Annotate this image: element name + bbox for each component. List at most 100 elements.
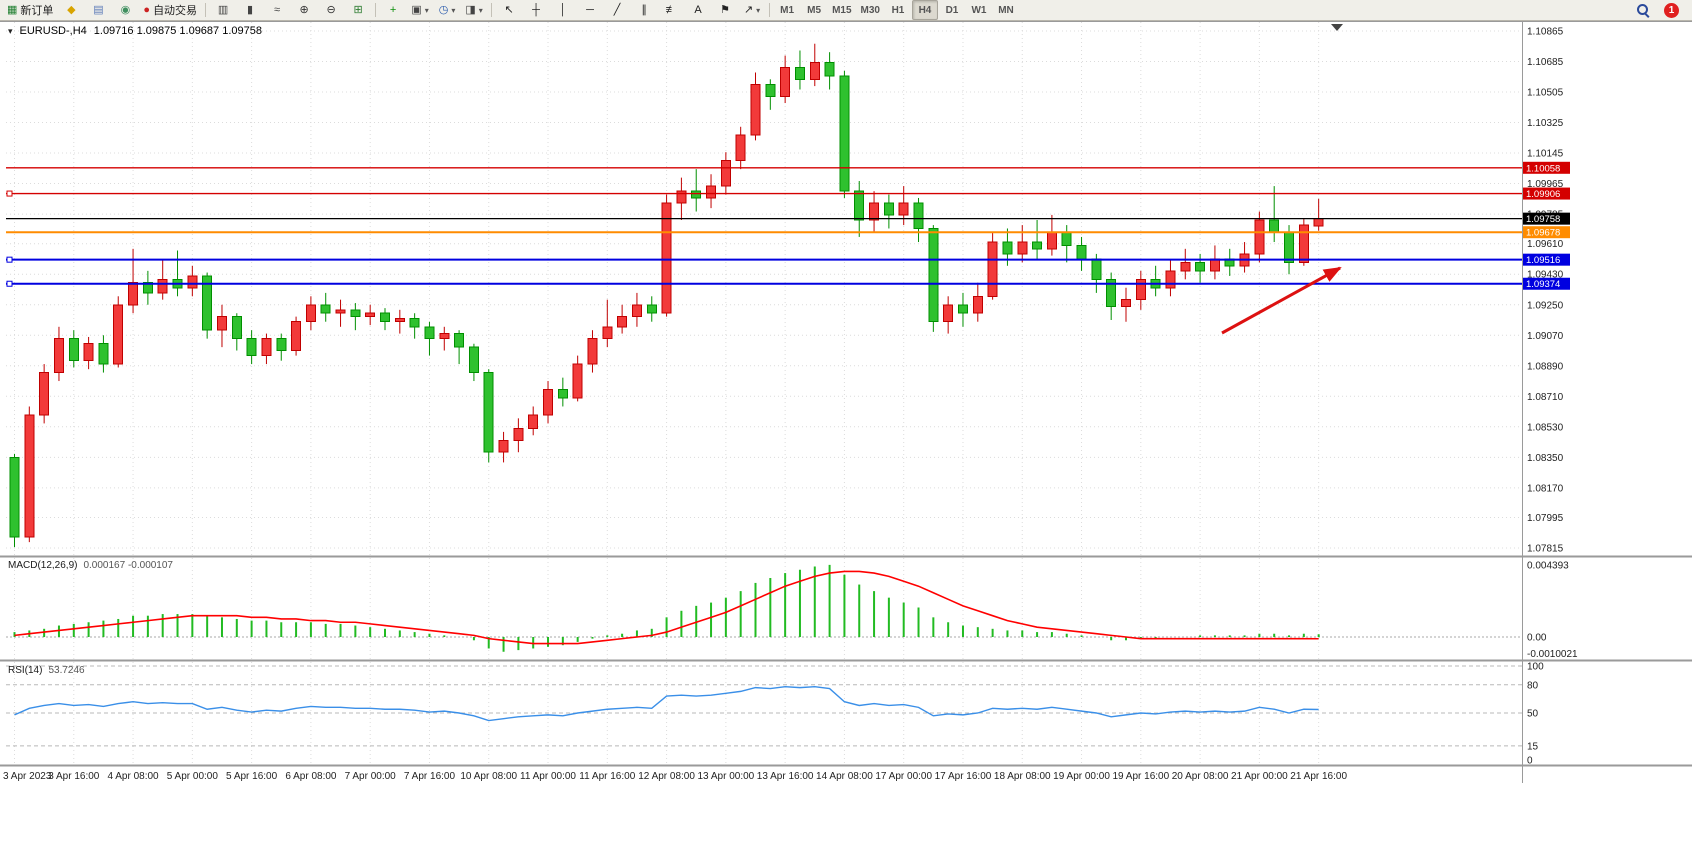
price-axis-label: 1.08710 [1527,392,1564,403]
metaeditor-button[interactable]: ◆ [58,0,84,20]
candlestick-chart-button[interactable]: ▮ [237,0,263,20]
trendline-button[interactable]: ╱ [604,0,630,20]
timeframe-m5-button[interactable]: M5 [801,0,827,20]
main-toolbar: ▦ 新订单 ◆ ▤ ◉ ● 自动交易 ▥ ▮ ≈ ⊕ ⊖ ⊞ + ▣ ▾ ◷ ▾ ◨ ▾ ↖ ┼ │ ─ ╱ ∥ ≢ A ⚑ ↗ ▾ M1 M5… [0,0,1692,21]
candle-up [305,304,316,323]
timeframe-w1-button[interactable]: W1 [966,0,992,20]
time-axis-label: 17 Apr 16:00 [935,771,992,782]
price-tag-label: 1.10058 [1526,163,1560,174]
navigator-icon: ◉ [120,3,131,16]
timeframe-d1-button[interactable]: D1 [939,0,965,20]
fibonacci-button[interactable]: ≢ [658,0,684,20]
toolbar-separator [769,3,771,17]
rsi-value: 53.7246 [48,665,85,676]
tile-windows-icon: ⊞ [353,3,363,16]
price-axis-label: 1.10325 [1527,118,1564,129]
text-button[interactable]: A [685,0,711,20]
candle-up [720,160,731,187]
chart-ohlc: 1.09716 1.09875 1.09687 1.09758 [93,25,262,37]
candle-up [335,309,346,314]
zoom-out-button[interactable]: ⊖ [318,0,344,20]
time-axis-label: 7 Apr 00:00 [345,771,397,782]
candle-up [1135,278,1146,301]
price-axis-label: 1.10145 [1527,149,1564,160]
price-axis-label: 1.09610 [1527,239,1564,250]
chart-caret-icon[interactable]: ▾ [8,25,13,36]
price-tag [1523,226,1570,239]
candle-up [24,414,35,538]
add-indicator-icon: + [389,3,397,16]
candle-up [1180,261,1191,272]
period-dropdown[interactable]: ◷ ▾ [434,0,460,20]
line-chart-icon: ≈ [274,3,281,16]
line-handle[interactable] [6,280,13,287]
rsi-axis-label: 80 [1527,680,1539,691]
time-axis-label: 7 Apr 16:00 [404,771,456,782]
horizontal-line-button[interactable]: ─ [577,0,603,20]
navigator-button[interactable]: ◉ [112,0,138,20]
chart-shift-marker[interactable] [1331,24,1343,31]
cursor-button[interactable]: ↖ [496,0,522,20]
line-handle[interactable] [6,190,13,197]
candle-up [528,414,539,430]
candle-up [53,338,64,374]
search-button[interactable] [1630,0,1656,20]
new-chart-dropdown[interactable]: ▣ ▾ [407,0,433,20]
timeframe-m1-button[interactable]: M1 [774,0,800,20]
candle-up [587,338,598,365]
candle-down [320,304,331,314]
candle-up [1313,218,1324,227]
price-tag [1523,212,1570,225]
trend-arrow-object[interactable] [1221,266,1342,335]
candle-down [765,83,776,97]
zoom-in-button[interactable]: ⊕ [291,0,317,20]
vertical-line-button[interactable]: │ [550,0,576,20]
candle-down [1076,244,1087,260]
candle-up [972,295,983,314]
candle-down [380,312,390,323]
line-handle[interactable] [6,256,13,263]
new-order-button[interactable]: ▦ 新订单 [3,0,57,20]
tile-windows-button[interactable]: ⊞ [345,0,371,20]
time-axis-label: 21 Apr 00:00 [1231,771,1288,782]
candle-down [98,343,109,365]
timeframe-mn-button-label: MN [998,4,1014,16]
notification-badge[interactable]: 1 [1664,2,1679,18]
time-axis-label: 6 Apr 08:00 [285,771,337,782]
price-tag-label: 1.09906 [1526,189,1560,200]
arrows-dropdown[interactable]: ↗ ▾ [739,0,765,20]
timeframe-h1-button[interactable]: H1 [885,0,911,20]
candle-down [1032,241,1043,250]
timeframe-m15-button[interactable]: M15 [828,0,855,20]
candle-up [676,190,687,204]
timeframe-h4-button[interactable]: H4 [911,0,938,20]
indicators-button[interactable]: + [380,0,406,20]
time-axis-label: 19 Apr 00:00 [1053,771,1110,782]
candle-down [409,317,420,328]
channel-button[interactable]: ∥ [631,0,657,20]
label-button[interactable]: ⚑ [712,0,738,20]
candle-up [365,312,376,318]
candle-down [928,227,939,323]
time-axis-label: 17 Apr 00:00 [875,771,932,782]
candle-up [750,83,761,136]
dropdown-caret-icon: ▾ [756,5,761,15]
candle-up [1046,231,1057,250]
timeframe-m5-button-label: M5 [807,4,822,16]
templates-dropdown[interactable]: ◨ ▾ [461,0,487,20]
time-axis-label: 21 Apr 16:00 [1290,771,1347,782]
market-watch-button[interactable]: ▤ [85,0,111,20]
timeframe-m30-button[interactable]: M30 [857,0,884,20]
auto-trading-button[interactable]: ● 自动交易 [139,0,201,20]
crosshair-button[interactable]: ┼ [523,0,549,20]
cursor-icon: ↖ [504,3,514,16]
candle-down [9,456,20,538]
candle-down [1195,261,1206,272]
bar-chart-button[interactable]: ▥ [210,0,236,20]
line-chart-button[interactable]: ≈ [264,0,290,20]
arrow-object-icon: ↗ [743,3,754,16]
macd-axis-label: 0.00 [1527,633,1547,644]
timeframe-mn-button[interactable]: MN [993,0,1019,20]
candle-down [883,202,894,216]
